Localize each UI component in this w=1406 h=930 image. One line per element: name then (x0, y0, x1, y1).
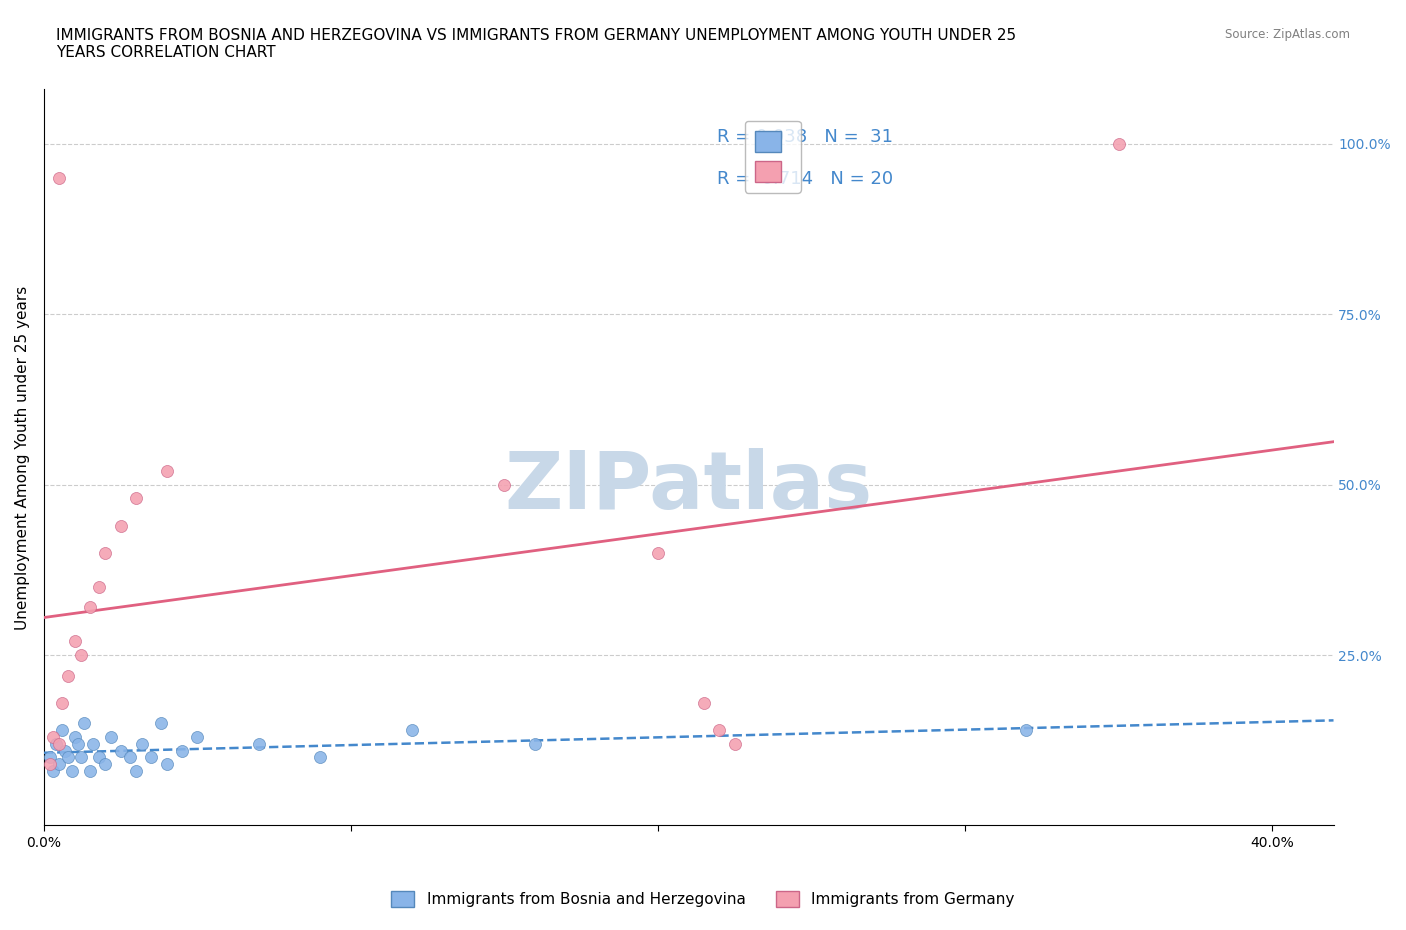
Y-axis label: Unemployment Among Youth under 25 years: Unemployment Among Youth under 25 years (15, 286, 30, 630)
Point (69, 750, 91, 764)
Point (110, 518, 132, 533)
Point (48, 170, 70, 185)
Point (1108, 137, 1130, 152)
Text: R =  0.714   N = 20: R = 0.714 N = 20 (717, 170, 893, 188)
Point (156, 757, 179, 772)
Point (42, 729, 65, 744)
Point (48, 757, 70, 772)
Point (79, 600, 101, 615)
Point (709, 723, 731, 737)
Point (51, 723, 73, 737)
Point (60, 764, 83, 778)
Point (149, 716, 172, 731)
Point (647, 545, 669, 560)
Text: R = 0.038   N =  31: R = 0.038 N = 31 (717, 128, 893, 146)
Point (51, 696, 73, 711)
Point (309, 750, 332, 764)
Point (39, 750, 62, 764)
Point (401, 723, 423, 737)
Point (82, 737, 104, 751)
Point (66, 737, 89, 751)
Legend: Immigrants from Bosnia and Herzegovina, Immigrants from Germany: Immigrants from Bosnia and Herzegovina, … (385, 884, 1021, 913)
Point (58, 668, 80, 683)
Point (118, 750, 141, 764)
Point (63, 634, 86, 649)
Point (693, 696, 716, 711)
Point (131, 737, 153, 751)
Point (42, 764, 65, 778)
Point (39, 757, 62, 772)
Point (156, 464, 179, 479)
Point (69, 647, 91, 662)
Legend: , : , (745, 121, 800, 193)
Point (494, 477, 516, 492)
Point (73, 716, 96, 731)
Point (94, 757, 117, 772)
Point (110, 743, 132, 758)
Point (55, 743, 77, 758)
Point (125, 764, 148, 778)
Point (48, 737, 70, 751)
Point (89, 750, 111, 764)
Point (1015, 723, 1038, 737)
Point (125, 491, 148, 506)
Point (186, 729, 208, 744)
Point (724, 737, 747, 751)
Text: IMMIGRANTS FROM BOSNIA AND HERZEGOVINA VS IMMIGRANTS FROM GERMANY UNEMPLOYMENT A: IMMIGRANTS FROM BOSNIA AND HERZEGOVINA V… (56, 28, 1017, 60)
Text: ZIPatlas: ZIPatlas (505, 448, 873, 525)
Point (247, 737, 270, 751)
Point (100, 729, 122, 744)
Point (63, 729, 86, 744)
Point (170, 743, 193, 758)
Point (79, 764, 101, 778)
Point (94, 545, 117, 560)
Point (524, 737, 547, 751)
Point (89, 579, 111, 594)
Text: Source: ZipAtlas.com: Source: ZipAtlas.com (1225, 28, 1350, 41)
Point (141, 750, 163, 764)
Point (45, 737, 67, 751)
Point (58, 750, 80, 764)
